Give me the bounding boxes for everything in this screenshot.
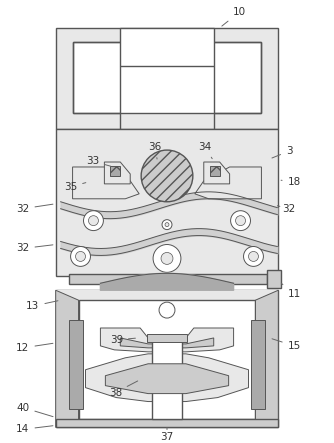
Circle shape xyxy=(165,223,169,227)
Polygon shape xyxy=(56,290,78,427)
Circle shape xyxy=(248,252,259,261)
Text: 13: 13 xyxy=(26,301,58,311)
Text: 18: 18 xyxy=(281,177,301,187)
Text: 36: 36 xyxy=(148,142,162,159)
Text: 12: 12 xyxy=(16,343,53,353)
Text: 33: 33 xyxy=(86,156,111,166)
Circle shape xyxy=(84,211,104,231)
Bar xyxy=(210,166,220,176)
Circle shape xyxy=(89,216,99,225)
Text: 10: 10 xyxy=(222,7,246,26)
Circle shape xyxy=(153,245,181,272)
Text: 11: 11 xyxy=(281,283,301,299)
Bar xyxy=(110,166,120,176)
Text: 15: 15 xyxy=(272,339,301,351)
Text: 37: 37 xyxy=(160,427,174,442)
Circle shape xyxy=(75,252,86,261)
Text: 32: 32 xyxy=(16,244,53,253)
Bar xyxy=(268,270,281,288)
Bar xyxy=(78,300,256,420)
Polygon shape xyxy=(105,162,130,184)
Polygon shape xyxy=(195,167,262,199)
Text: 39: 39 xyxy=(110,335,135,345)
Circle shape xyxy=(70,246,91,266)
Bar xyxy=(147,334,187,342)
Text: 14: 14 xyxy=(16,424,53,435)
Bar xyxy=(68,320,82,409)
Circle shape xyxy=(230,211,250,231)
Text: 38: 38 xyxy=(109,381,138,398)
Polygon shape xyxy=(204,162,229,184)
Text: 34: 34 xyxy=(198,142,212,159)
Circle shape xyxy=(141,150,193,202)
Polygon shape xyxy=(101,328,233,352)
Bar xyxy=(56,290,278,427)
Bar xyxy=(152,338,182,420)
Bar xyxy=(56,28,278,129)
Polygon shape xyxy=(72,167,139,199)
Circle shape xyxy=(235,216,245,225)
Text: 32: 32 xyxy=(277,204,296,214)
Polygon shape xyxy=(120,338,214,348)
Circle shape xyxy=(161,253,173,264)
Text: 40: 40 xyxy=(16,403,53,417)
Bar xyxy=(56,420,278,427)
Text: 35: 35 xyxy=(64,182,86,192)
Bar xyxy=(68,274,268,284)
Polygon shape xyxy=(56,290,278,427)
Bar xyxy=(56,129,278,276)
Circle shape xyxy=(159,302,175,318)
Text: 3: 3 xyxy=(272,146,293,158)
Bar xyxy=(72,42,262,113)
Polygon shape xyxy=(86,354,248,401)
Circle shape xyxy=(243,246,264,266)
Bar xyxy=(120,28,214,66)
Polygon shape xyxy=(105,364,229,393)
Text: 32: 32 xyxy=(16,204,53,214)
Bar xyxy=(252,320,266,409)
Polygon shape xyxy=(256,290,278,427)
Circle shape xyxy=(162,220,172,229)
